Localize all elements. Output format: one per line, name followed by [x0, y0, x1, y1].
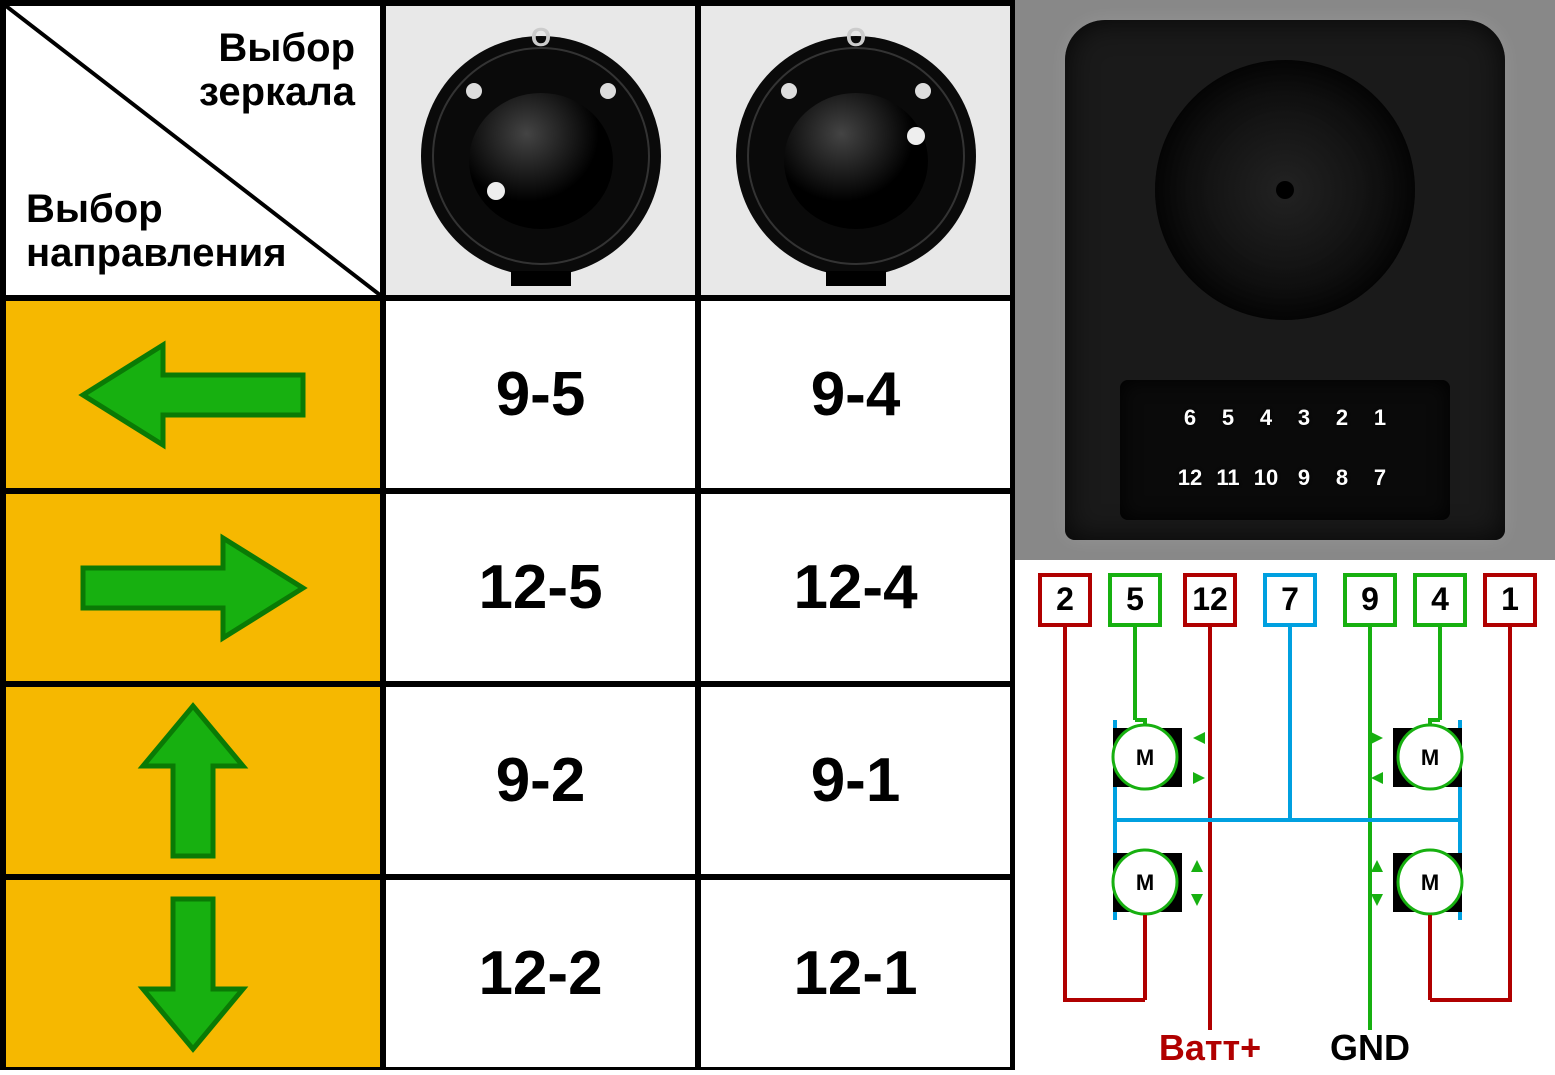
value-text: 9-4 [811, 359, 901, 430]
pin-number: 1 [1365, 405, 1395, 431]
pin-number: 5 [1213, 405, 1243, 431]
pin-number: 4 [1251, 405, 1281, 431]
arrow-left-icon [63, 335, 323, 455]
value-cell: 12-1 [698, 877, 1013, 1070]
value-cell: 9-5 [383, 298, 698, 491]
connector-body: 6 5 4 3 2 1 12 11 10 9 8 7 [1065, 20, 1505, 540]
header-direction-select: Выбор направления [26, 187, 287, 275]
value-text: 9-2 [496, 745, 586, 816]
header-mirror-select-text: Выбор зеркала [199, 26, 355, 114]
knob-right-position: O [698, 3, 1013, 298]
motor-label: M [1421, 745, 1439, 770]
pinout-table: Выбор зеркала Выбор направления [0, 0, 1015, 1070]
pin-number: 10 [1251, 465, 1281, 491]
knob-icon: O [721, 16, 991, 286]
value-text: 12-4 [793, 552, 917, 623]
value-text: 12-2 [478, 938, 602, 1009]
direction-right [3, 491, 383, 684]
main-container: Выбор зеркала Выбор направления [0, 0, 1555, 1070]
value-cell: 9-1 [698, 684, 1013, 877]
arrow-right-icon [63, 528, 323, 648]
pin-number: 12 [1175, 465, 1205, 491]
value-cell: 12-5 [383, 491, 698, 684]
pin-number: 2 [1327, 405, 1357, 431]
wiring-diagram: 2 5 12 7 9 4 1 [1015, 560, 1555, 1070]
terminal-number: 12 [1192, 581, 1228, 617]
label-gnd: GND [1330, 1027, 1410, 1068]
value-text: 12-5 [478, 552, 602, 623]
value-cell: 9-4 [698, 298, 1013, 491]
knob-left-position: O [383, 3, 698, 298]
terminal-number: 5 [1126, 581, 1144, 617]
motor-label: M [1136, 870, 1154, 895]
header-mirror-select: Выбор зеркала [199, 26, 355, 114]
pin-row-bottom: 12 11 10 9 8 7 [1120, 465, 1450, 491]
direction-up [3, 684, 383, 877]
pin-number: 6 [1175, 405, 1205, 431]
motor-label: M [1421, 870, 1439, 895]
label-batt-plus: Ватт+ [1159, 1027, 1261, 1068]
connector-plug: 6 5 4 3 2 1 12 11 10 9 8 7 [1120, 380, 1450, 520]
pin-number: 8 [1327, 465, 1357, 491]
value-text: 12-1 [793, 938, 917, 1009]
value-text: 9-5 [496, 359, 586, 430]
value-text: 9-1 [811, 745, 901, 816]
terminal-number: 4 [1431, 581, 1449, 617]
knob-icon: O [406, 16, 676, 286]
arrow-down-icon [128, 889, 258, 1059]
value-cell: 12-4 [698, 491, 1013, 684]
terminal-number: 1 [1501, 581, 1519, 617]
connector-photo: 6 5 4 3 2 1 12 11 10 9 8 7 [1015, 0, 1555, 560]
motor-label: M [1136, 745, 1154, 770]
right-panel: 6 5 4 3 2 1 12 11 10 9 8 7 [1015, 0, 1555, 1070]
terminal-number: 7 [1281, 581, 1299, 617]
pin-number: 7 [1365, 465, 1395, 491]
table-header-diagonal: Выбор зеркала Выбор направления [3, 3, 383, 298]
svg-text:O: O [530, 22, 550, 52]
pin-number: 3 [1289, 405, 1319, 431]
direction-down [3, 877, 383, 1070]
value-cell: 12-2 [383, 877, 698, 1070]
pin-row-top: 6 5 4 3 2 1 [1120, 405, 1450, 431]
header-direction-select-text: Выбор направления [26, 187, 287, 275]
connector-round-top [1155, 60, 1415, 320]
pin-number: 9 [1289, 465, 1319, 491]
pin-number: 11 [1213, 465, 1243, 491]
direction-left [3, 298, 383, 491]
svg-text:O: O [845, 22, 865, 52]
value-cell: 9-2 [383, 684, 698, 877]
terminal-number: 9 [1361, 581, 1379, 617]
terminal-number: 2 [1056, 581, 1074, 617]
arrow-up-icon [128, 696, 258, 866]
